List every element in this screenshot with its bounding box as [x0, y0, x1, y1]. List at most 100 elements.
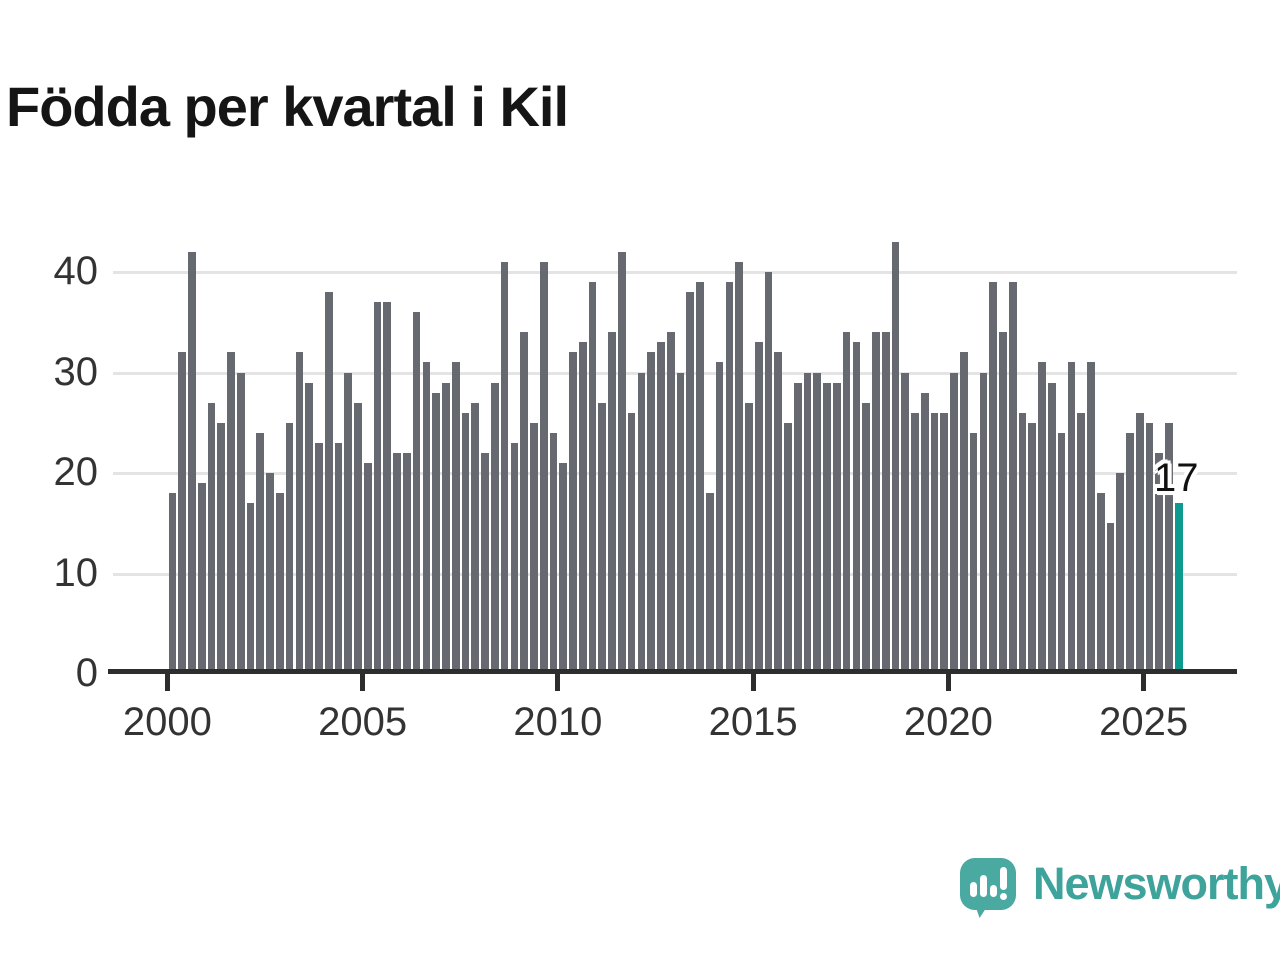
x-axis-tick	[750, 674, 756, 691]
bar	[334, 442, 343, 671]
bar	[881, 332, 890, 671]
bar	[305, 382, 313, 671]
y-axis-tick-label: 40	[53, 249, 99, 293]
bar	[432, 392, 441, 671]
bar	[813, 372, 822, 671]
bar	[872, 332, 880, 671]
bar	[207, 402, 216, 671]
bar	[1018, 412, 1027, 671]
bar	[793, 382, 802, 671]
bar	[1096, 493, 1105, 671]
x-axis-tick	[945, 674, 951, 691]
x-axis-tick	[360, 674, 366, 691]
bar	[354, 402, 362, 671]
bar	[471, 402, 480, 671]
bar	[803, 372, 812, 671]
bar	[608, 332, 616, 671]
bar	[1116, 473, 1125, 671]
bar	[1165, 422, 1173, 671]
bar	[383, 302, 392, 671]
bar	[686, 292, 695, 671]
bar	[637, 372, 646, 671]
bar	[1077, 412, 1085, 671]
newsworthy-logo: Newsworthy	[960, 858, 1280, 918]
bar	[969, 432, 978, 671]
bar	[911, 412, 919, 671]
bar	[178, 352, 186, 671]
bar	[1126, 432, 1134, 671]
bar	[275, 493, 284, 671]
bar	[676, 372, 685, 671]
bar	[1038, 362, 1046, 671]
bar	[588, 282, 597, 671]
logo-exclamation-dot-icon	[1000, 893, 1007, 900]
bar	[647, 352, 655, 671]
logo-chart-bar-icon	[970, 882, 977, 897]
bar	[1135, 412, 1144, 671]
bar	[657, 342, 665, 671]
bar	[393, 452, 401, 671]
bar	[168, 493, 177, 671]
bar	[950, 372, 958, 671]
bar	[324, 292, 333, 671]
bar	[598, 402, 607, 671]
bar	[461, 412, 470, 671]
newsworthy-logo-text: Newsworthy	[1033, 858, 1280, 909]
bar	[901, 372, 910, 671]
bar	[451, 362, 460, 671]
gridline	[113, 472, 1237, 475]
newsworthy-logo-icon	[960, 858, 1016, 918]
gridline	[113, 271, 1237, 274]
x-axis-tick-label: 2010	[513, 700, 603, 744]
bar	[979, 372, 988, 671]
bar	[745, 402, 753, 671]
bar	[442, 382, 450, 671]
x-axis-tick	[1141, 674, 1147, 691]
bar	[285, 422, 294, 671]
logo-exclamation-icon	[1000, 867, 1007, 890]
bar	[725, 282, 734, 671]
bar	[960, 352, 968, 671]
bar	[1106, 523, 1115, 671]
bar	[715, 362, 724, 671]
bar	[1008, 282, 1017, 671]
bar	[852, 342, 861, 671]
bar	[266, 473, 274, 671]
bar	[764, 272, 773, 671]
bar	[539, 261, 548, 671]
bar	[1145, 422, 1154, 671]
bar	[188, 251, 196, 671]
bar	[530, 422, 538, 671]
bar	[1155, 452, 1164, 671]
bar	[197, 483, 206, 671]
gridline	[113, 371, 1237, 375]
bar	[373, 302, 382, 671]
x-axis-tick-label: 2020	[903, 700, 993, 744]
bar	[559, 462, 568, 671]
last-value-label: 17	[1154, 456, 1199, 500]
bar	[256, 432, 265, 671]
x-axis-tick-label: 2025	[1099, 700, 1189, 744]
bar	[999, 332, 1007, 671]
logo-bubble	[960, 858, 1016, 910]
bar	[832, 382, 841, 671]
bar	[627, 412, 636, 671]
bar	[412, 312, 421, 671]
gridline	[113, 572, 1237, 576]
y-axis-tick-label: 10	[53, 550, 99, 595]
bar	[823, 382, 831, 671]
bar	[520, 332, 528, 671]
bar	[246, 503, 255, 671]
y-axis-tick-label: 0	[75, 651, 98, 695]
bar	[569, 352, 577, 671]
x-axis-tick-label: 2000	[122, 700, 212, 744]
y-axis-tick-label: 30	[53, 349, 99, 394]
bar	[500, 261, 509, 671]
bar	[1047, 382, 1056, 671]
bar	[578, 342, 587, 671]
bar	[363, 462, 372, 671]
logo-chart-bar-icon	[990, 885, 997, 897]
bar	[1057, 432, 1066, 671]
bar	[510, 442, 519, 671]
